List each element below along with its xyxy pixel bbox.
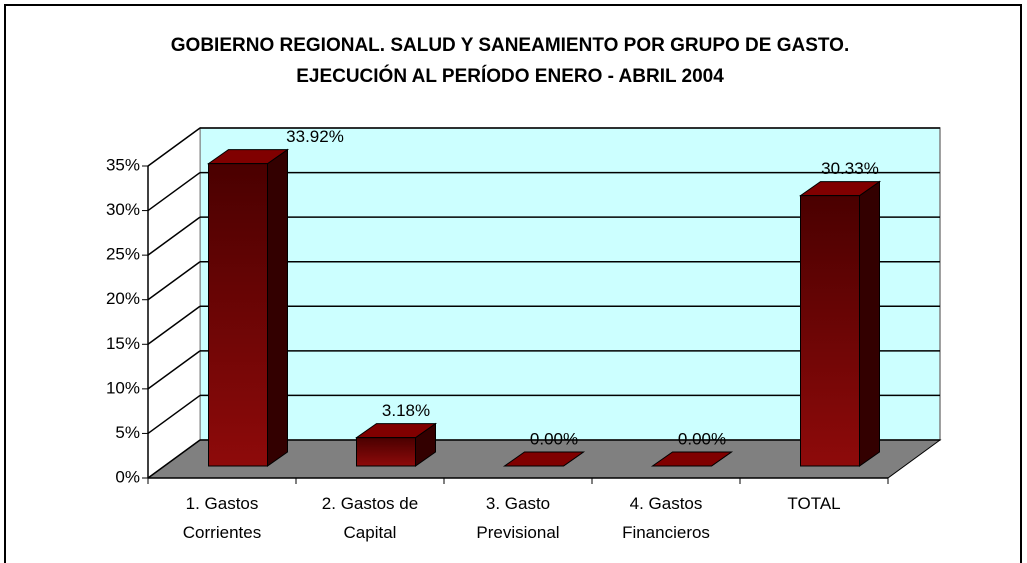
x-tick-label: 1. Gastos Corrientes [182, 494, 262, 542]
y-tick-label: 35% [106, 155, 140, 174]
bar-top [502, 451, 586, 467]
side-wall [147, 127, 201, 479]
bar [356, 437, 416, 467]
data-label: 3.18% [382, 401, 430, 420]
grid-line-side [147, 439, 201, 479]
data-label: 33.92% [286, 127, 344, 146]
y-tick-label: 30% [106, 200, 140, 219]
data-label: 30.33% [821, 159, 879, 178]
grid-line-side [147, 127, 201, 167]
grid-line-side [147, 350, 201, 390]
chart-title: GOBIERNO REGIONAL. SALUD Y SANEAMIENTO P… [170, 35, 850, 87]
x-tick-label: TOTAL [787, 494, 841, 513]
bar [208, 163, 268, 467]
x-tick-label: 3. Gasto Previsional [476, 494, 560, 542]
grid-line-side [147, 216, 201, 256]
bar-side [267, 148, 288, 467]
bar-top [650, 451, 734, 467]
y-tick-label: 5% [115, 423, 140, 442]
bar [800, 195, 860, 467]
y-tick-label: 10% [106, 378, 140, 397]
grid-line-side [147, 305, 201, 345]
bar-side [859, 180, 880, 467]
grid-line-side [147, 171, 201, 212]
y-tick-label: 20% [106, 289, 140, 308]
y-tick-label: 25% [106, 245, 140, 264]
grid-line-side [147, 261, 201, 301]
y-tick-label: 15% [106, 334, 140, 353]
data-label: 0.00% [678, 429, 726, 448]
grid-line-side [147, 394, 201, 435]
y-tick-label: 0% [115, 467, 140, 486]
frame [4, 4, 1022, 563]
x-tick-label: 2. Gastos de Capital [321, 494, 419, 542]
x-tick-label: 4. Gastos Financieros [622, 494, 710, 542]
data-label: 0.00% [530, 429, 578, 448]
